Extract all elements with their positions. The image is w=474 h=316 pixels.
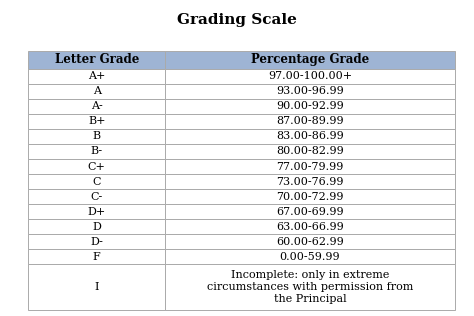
Text: Grading Scale: Grading Scale bbox=[177, 13, 297, 27]
Bar bbox=[165, 189, 455, 204]
Text: A: A bbox=[93, 86, 100, 96]
Text: 80.00-82.99: 80.00-82.99 bbox=[276, 147, 344, 156]
Text: B+: B+ bbox=[88, 116, 105, 126]
Bar bbox=[165, 174, 455, 189]
Bar bbox=[165, 204, 455, 219]
Bar bbox=[165, 249, 455, 264]
Text: 90.00-92.99: 90.00-92.99 bbox=[276, 101, 344, 111]
Text: D-: D- bbox=[90, 237, 103, 247]
Bar bbox=[165, 69, 455, 84]
Bar bbox=[165, 159, 455, 174]
Text: I: I bbox=[94, 282, 99, 292]
Text: 83.00-86.99: 83.00-86.99 bbox=[276, 131, 344, 142]
Text: 70.00-72.99: 70.00-72.99 bbox=[276, 192, 344, 202]
Text: 73.00-76.99: 73.00-76.99 bbox=[276, 177, 344, 187]
Text: B: B bbox=[92, 131, 101, 142]
Bar bbox=[165, 264, 455, 310]
Text: C: C bbox=[92, 177, 101, 187]
Bar bbox=[165, 114, 455, 129]
Bar bbox=[28, 159, 165, 174]
Bar bbox=[28, 114, 165, 129]
Text: Percentage Grade: Percentage Grade bbox=[251, 53, 369, 66]
Bar bbox=[165, 144, 455, 159]
Bar bbox=[165, 219, 455, 234]
Text: B-: B- bbox=[91, 147, 103, 156]
Text: 60.00-62.99: 60.00-62.99 bbox=[276, 237, 344, 247]
Bar bbox=[165, 51, 455, 69]
Text: 93.00-96.99: 93.00-96.99 bbox=[276, 86, 344, 96]
Text: F: F bbox=[93, 252, 100, 262]
Bar bbox=[28, 264, 165, 310]
Bar bbox=[28, 174, 165, 189]
Text: 0.00-59.99: 0.00-59.99 bbox=[280, 252, 340, 262]
Text: D+: D+ bbox=[88, 207, 106, 217]
Bar bbox=[165, 99, 455, 114]
Text: 77.00-79.99: 77.00-79.99 bbox=[276, 161, 344, 172]
Text: A+: A+ bbox=[88, 71, 105, 81]
Bar bbox=[28, 219, 165, 234]
Bar bbox=[28, 234, 165, 249]
Text: D: D bbox=[92, 222, 101, 232]
Bar bbox=[28, 249, 165, 264]
Text: 97.00-100.00+: 97.00-100.00+ bbox=[268, 71, 352, 81]
Text: C-: C- bbox=[91, 192, 103, 202]
Bar bbox=[28, 69, 165, 84]
Text: A-: A- bbox=[91, 101, 102, 111]
Text: Letter Grade: Letter Grade bbox=[55, 53, 139, 66]
Bar bbox=[165, 84, 455, 99]
Bar bbox=[28, 51, 165, 69]
Bar bbox=[28, 144, 165, 159]
Text: 87.00-89.99: 87.00-89.99 bbox=[276, 116, 344, 126]
Bar bbox=[165, 234, 455, 249]
Bar bbox=[28, 84, 165, 99]
Text: C+: C+ bbox=[88, 161, 106, 172]
Bar bbox=[165, 129, 455, 144]
Text: 63.00-66.99: 63.00-66.99 bbox=[276, 222, 344, 232]
Bar bbox=[28, 204, 165, 219]
Text: Incomplete: only in extreme
circumstances with permission from
the Principal: Incomplete: only in extreme circumstance… bbox=[207, 270, 413, 305]
Bar bbox=[28, 189, 165, 204]
Text: 67.00-69.99: 67.00-69.99 bbox=[276, 207, 344, 217]
Bar bbox=[28, 129, 165, 144]
Bar bbox=[28, 99, 165, 114]
